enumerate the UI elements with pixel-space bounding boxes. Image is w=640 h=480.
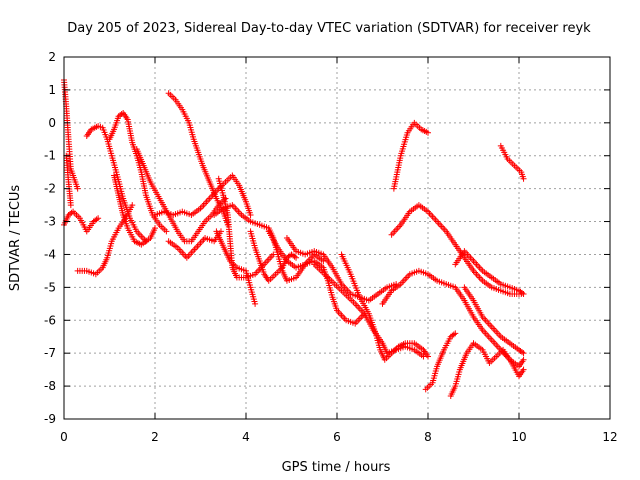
data-point bbox=[252, 300, 259, 307]
data-point bbox=[425, 353, 431, 360]
data-points bbox=[61, 77, 527, 399]
data-point bbox=[129, 202, 136, 209]
y-tick-label: 1 bbox=[48, 83, 56, 97]
x-tick-label: 4 bbox=[242, 430, 250, 444]
grid bbox=[64, 57, 610, 419]
series-track-22 bbox=[388, 202, 525, 297]
y-tick-label: -4 bbox=[44, 247, 56, 261]
y-axis-label: SDTVAR / TECUs bbox=[8, 185, 23, 292]
y-tick-label: -2 bbox=[44, 182, 56, 196]
data-point bbox=[163, 228, 170, 235]
data-point bbox=[320, 258, 327, 265]
x-tick-label: 10 bbox=[511, 430, 526, 444]
chart-title: Day 205 of 2023, Sidereal Day-to-day VTE… bbox=[67, 21, 591, 36]
series-track-10 bbox=[152, 172, 254, 218]
x-tick-label: 0 bbox=[60, 430, 68, 444]
x-tick-label: 6 bbox=[333, 430, 341, 444]
series-track-26 bbox=[461, 284, 527, 357]
series-track-6 bbox=[106, 109, 170, 235]
y-tick-label: -8 bbox=[44, 379, 56, 393]
data-point bbox=[293, 254, 300, 261]
y-tick-label: -1 bbox=[44, 149, 56, 163]
y-tick-label: -9 bbox=[44, 412, 56, 426]
y-tick-label: -6 bbox=[44, 313, 56, 327]
y-tick-label: -7 bbox=[44, 346, 56, 360]
data-point bbox=[520, 175, 527, 182]
data-point bbox=[520, 290, 527, 297]
series-track-19 bbox=[338, 251, 431, 363]
data-point bbox=[425, 129, 431, 136]
y-tick-label: 0 bbox=[48, 116, 56, 130]
x-tick-label: 8 bbox=[424, 430, 432, 444]
y-tick-label: 2 bbox=[48, 50, 56, 64]
series-track-23 bbox=[422, 330, 459, 393]
data-point bbox=[247, 211, 254, 218]
series-track-27 bbox=[497, 142, 527, 182]
data-point bbox=[67, 202, 74, 209]
y-tick-label: -5 bbox=[44, 280, 56, 294]
data-point bbox=[452, 330, 459, 337]
x-axis-label: GPS time / hours bbox=[282, 460, 391, 475]
x-tick-label: 12 bbox=[602, 430, 617, 444]
series-track-21 bbox=[390, 119, 431, 192]
series-track-17 bbox=[283, 235, 400, 304]
data-point bbox=[74, 185, 81, 192]
series-track-15 bbox=[213, 228, 259, 307]
series-track-5 bbox=[83, 123, 149, 245]
data-point bbox=[95, 215, 102, 222]
series-track-25 bbox=[452, 248, 527, 297]
series-track-7 bbox=[111, 172, 158, 248]
data-point bbox=[520, 356, 527, 363]
series-track-24 bbox=[447, 340, 527, 399]
data-point bbox=[152, 225, 158, 232]
x-tick-label: 2 bbox=[151, 430, 159, 444]
series-track-2 bbox=[61, 208, 102, 235]
data-point bbox=[520, 366, 527, 373]
y-tick-label: -3 bbox=[44, 215, 56, 229]
data-point bbox=[520, 350, 527, 357]
axis-ticks bbox=[63, 56, 611, 420]
